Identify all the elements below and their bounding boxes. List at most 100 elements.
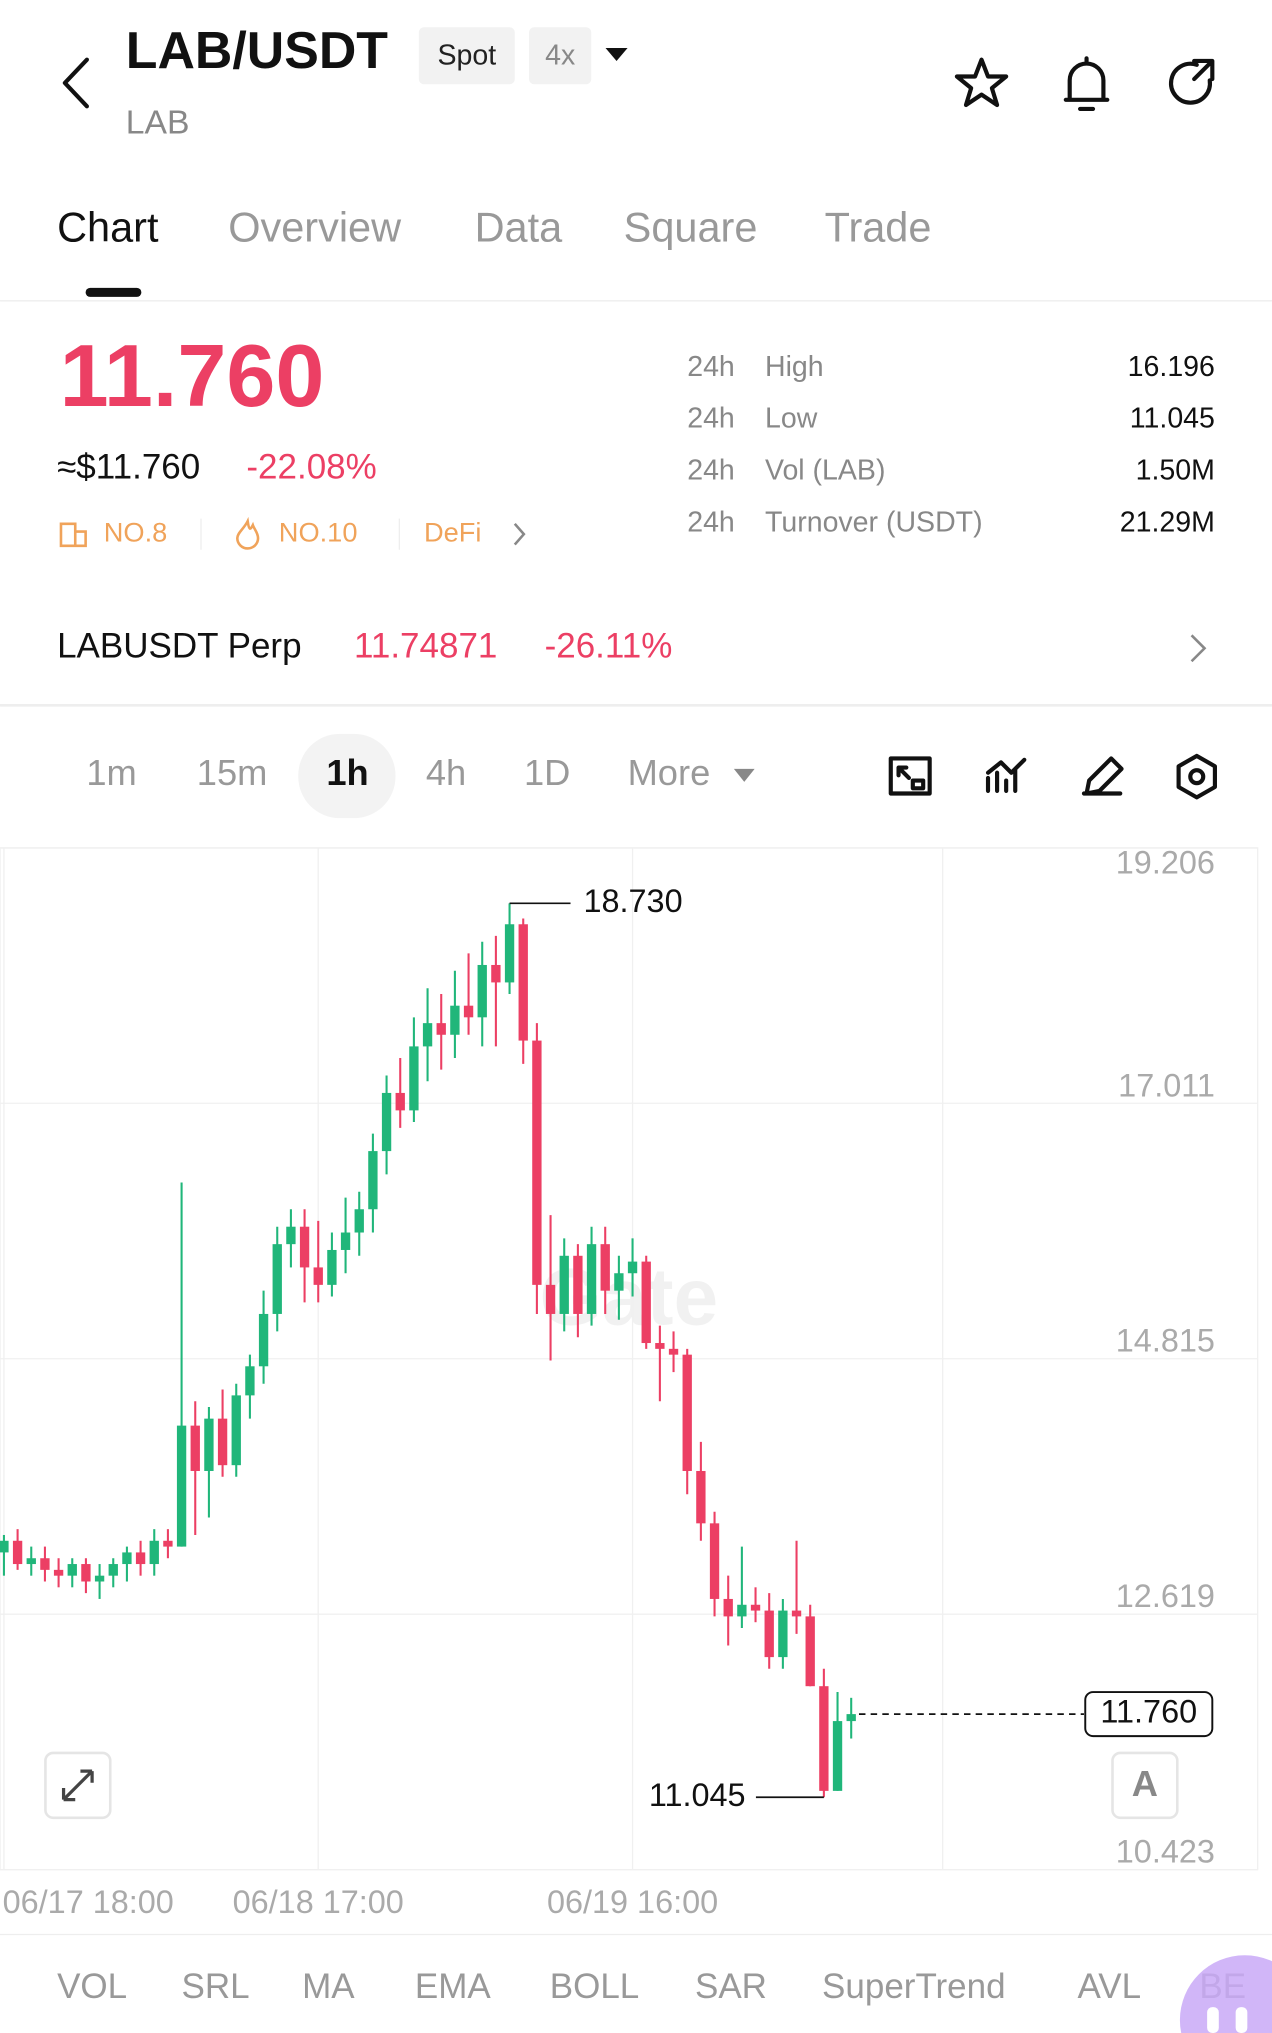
- x-tick-label: 06/17 18:00: [3, 1884, 174, 1920]
- candle-body: [258, 1313, 269, 1367]
- candle-body: [641, 1261, 651, 1344]
- expand-icon: [61, 1769, 94, 1802]
- assistant-icon: [1207, 2007, 1219, 2033]
- candle-body: [395, 1092, 405, 1111]
- stat-period: 24h: [687, 351, 735, 383]
- indicator[interactable]: SRL: [182, 1967, 250, 2006]
- tab[interactable]: Chart: [57, 204, 159, 251]
- toolbar-icon[interactable]: [888, 756, 932, 796]
- candle-body: [832, 1721, 843, 1791]
- hot-icon: [236, 516, 260, 550]
- usd-price: ≈$11.760: [57, 448, 200, 487]
- candle-body: [819, 1686, 829, 1791]
- candle-body: [149, 1540, 159, 1565]
- leverage-badge: 4x: [545, 40, 575, 72]
- candle-body: [450, 1005, 460, 1035]
- last-price-label: 11.760: [1100, 1694, 1197, 1730]
- interval[interactable]: 1D: [524, 752, 570, 793]
- price-change: -22.08%: [246, 448, 376, 487]
- candle-body: [12, 1540, 23, 1565]
- perp-name[interactable]: LABUSDT Perp: [57, 627, 301, 666]
- perp-price: 11.74871: [354, 627, 497, 666]
- candle-body: [327, 1249, 337, 1285]
- candle-body: [750, 1604, 761, 1611]
- y-tick-label: 19.206: [1116, 844, 1215, 880]
- indicator[interactable]: MA: [302, 1967, 355, 2006]
- candle-body: [40, 1558, 50, 1570]
- low-label: 11.045: [649, 1777, 746, 1813]
- candle-body: [135, 1552, 146, 1565]
- stat-label: Low: [765, 403, 818, 435]
- dropdown-icon[interactable]: [605, 47, 628, 61]
- candle-body: [764, 1610, 774, 1658]
- candle-body: [176, 1425, 187, 1547]
- tab[interactable]: Overview: [228, 204, 402, 251]
- candle-body: [381, 1092, 392, 1152]
- x-tick-label: 06/19 16:00: [547, 1884, 718, 1920]
- candle-body: [422, 1023, 433, 1047]
- auto-button[interactable]: A: [1132, 1763, 1158, 1804]
- indicator[interactable]: EMA: [415, 1967, 492, 2006]
- indicator[interactable]: SuperTrend: [822, 1967, 1006, 2006]
- toolbar-icon[interactable]: [1081, 756, 1124, 796]
- tab[interactable]: Data: [475, 204, 564, 251]
- candle-body: [231, 1395, 241, 1466]
- tab-indicator: [85, 287, 142, 297]
- interval[interactable]: 4h: [426, 752, 466, 793]
- toolbar-icon[interactable]: [1176, 753, 1217, 800]
- indicator[interactable]: SAR: [695, 1967, 767, 2006]
- candle-body: [532, 1040, 542, 1285]
- candle-body: [463, 1005, 474, 1018]
- candle-body: [723, 1598, 733, 1617]
- candle-body: [53, 1569, 64, 1576]
- interval[interactable]: More: [628, 752, 711, 793]
- chevron[interactable]: [1190, 634, 1207, 663]
- y-tick-label: 12.619: [1116, 1578, 1215, 1614]
- candle-body: [0, 1540, 9, 1553]
- candle-body: [655, 1343, 665, 1349]
- tab[interactable]: Trade: [825, 204, 932, 251]
- candle-body: [504, 924, 515, 983]
- interval[interactable]: 15m: [197, 752, 268, 793]
- back-button[interactable]: [62, 57, 89, 109]
- badge-bg: [418, 27, 515, 85]
- alert-icon[interactable]: [1063, 56, 1110, 111]
- candle-body: [614, 1273, 624, 1291]
- candle-body: [272, 1244, 282, 1314]
- sector-tag: DeFi: [424, 516, 481, 547]
- share-icon[interactable]: [1168, 58, 1215, 105]
- candle-body: [805, 1616, 815, 1687]
- interval[interactable]: 1h: [326, 752, 368, 793]
- candle-body: [67, 1564, 77, 1576]
- candle-body: [696, 1470, 706, 1524]
- indicator[interactable]: VOL: [57, 1967, 127, 2006]
- assistant-bubble[interactable]: [1179, 1955, 1272, 2033]
- candle-body: [709, 1523, 720, 1599]
- tab[interactable]: Square: [624, 204, 758, 251]
- stat-label: Turnover (USDT): [765, 506, 983, 538]
- candle-body: [491, 964, 501, 983]
- chevron[interactable]: [513, 522, 526, 546]
- toolbar-icon[interactable]: [985, 757, 1027, 793]
- interval[interactable]: 1m: [86, 752, 136, 793]
- y-tick-label: 14.815: [1116, 1323, 1215, 1359]
- auto-button-bg[interactable]: [1111, 1751, 1179, 1820]
- dropdown-icon[interactable]: [733, 768, 755, 782]
- candle-body: [846, 1714, 856, 1722]
- favorite-icon[interactable]: [954, 57, 1009, 108]
- candle-body: [600, 1244, 610, 1291]
- stat-period: 24h: [687, 454, 735, 486]
- y-tick-label: 17.011: [1118, 1067, 1215, 1103]
- candle-body: [368, 1151, 378, 1210]
- rank-tag: NO.8: [104, 516, 168, 547]
- toolbar-icon[interactable]: [1188, 768, 1206, 786]
- candle-body: [122, 1552, 132, 1565]
- x-tick-label: 06/18 17:00: [233, 1884, 404, 1920]
- stat-value: 11.045: [1130, 403, 1215, 435]
- candle-body: [518, 924, 528, 1041]
- stat-period: 24h: [687, 403, 735, 435]
- indicator[interactable]: AVL: [1077, 1967, 1141, 2006]
- indicator[interactable]: BOLL: [550, 1967, 640, 2006]
